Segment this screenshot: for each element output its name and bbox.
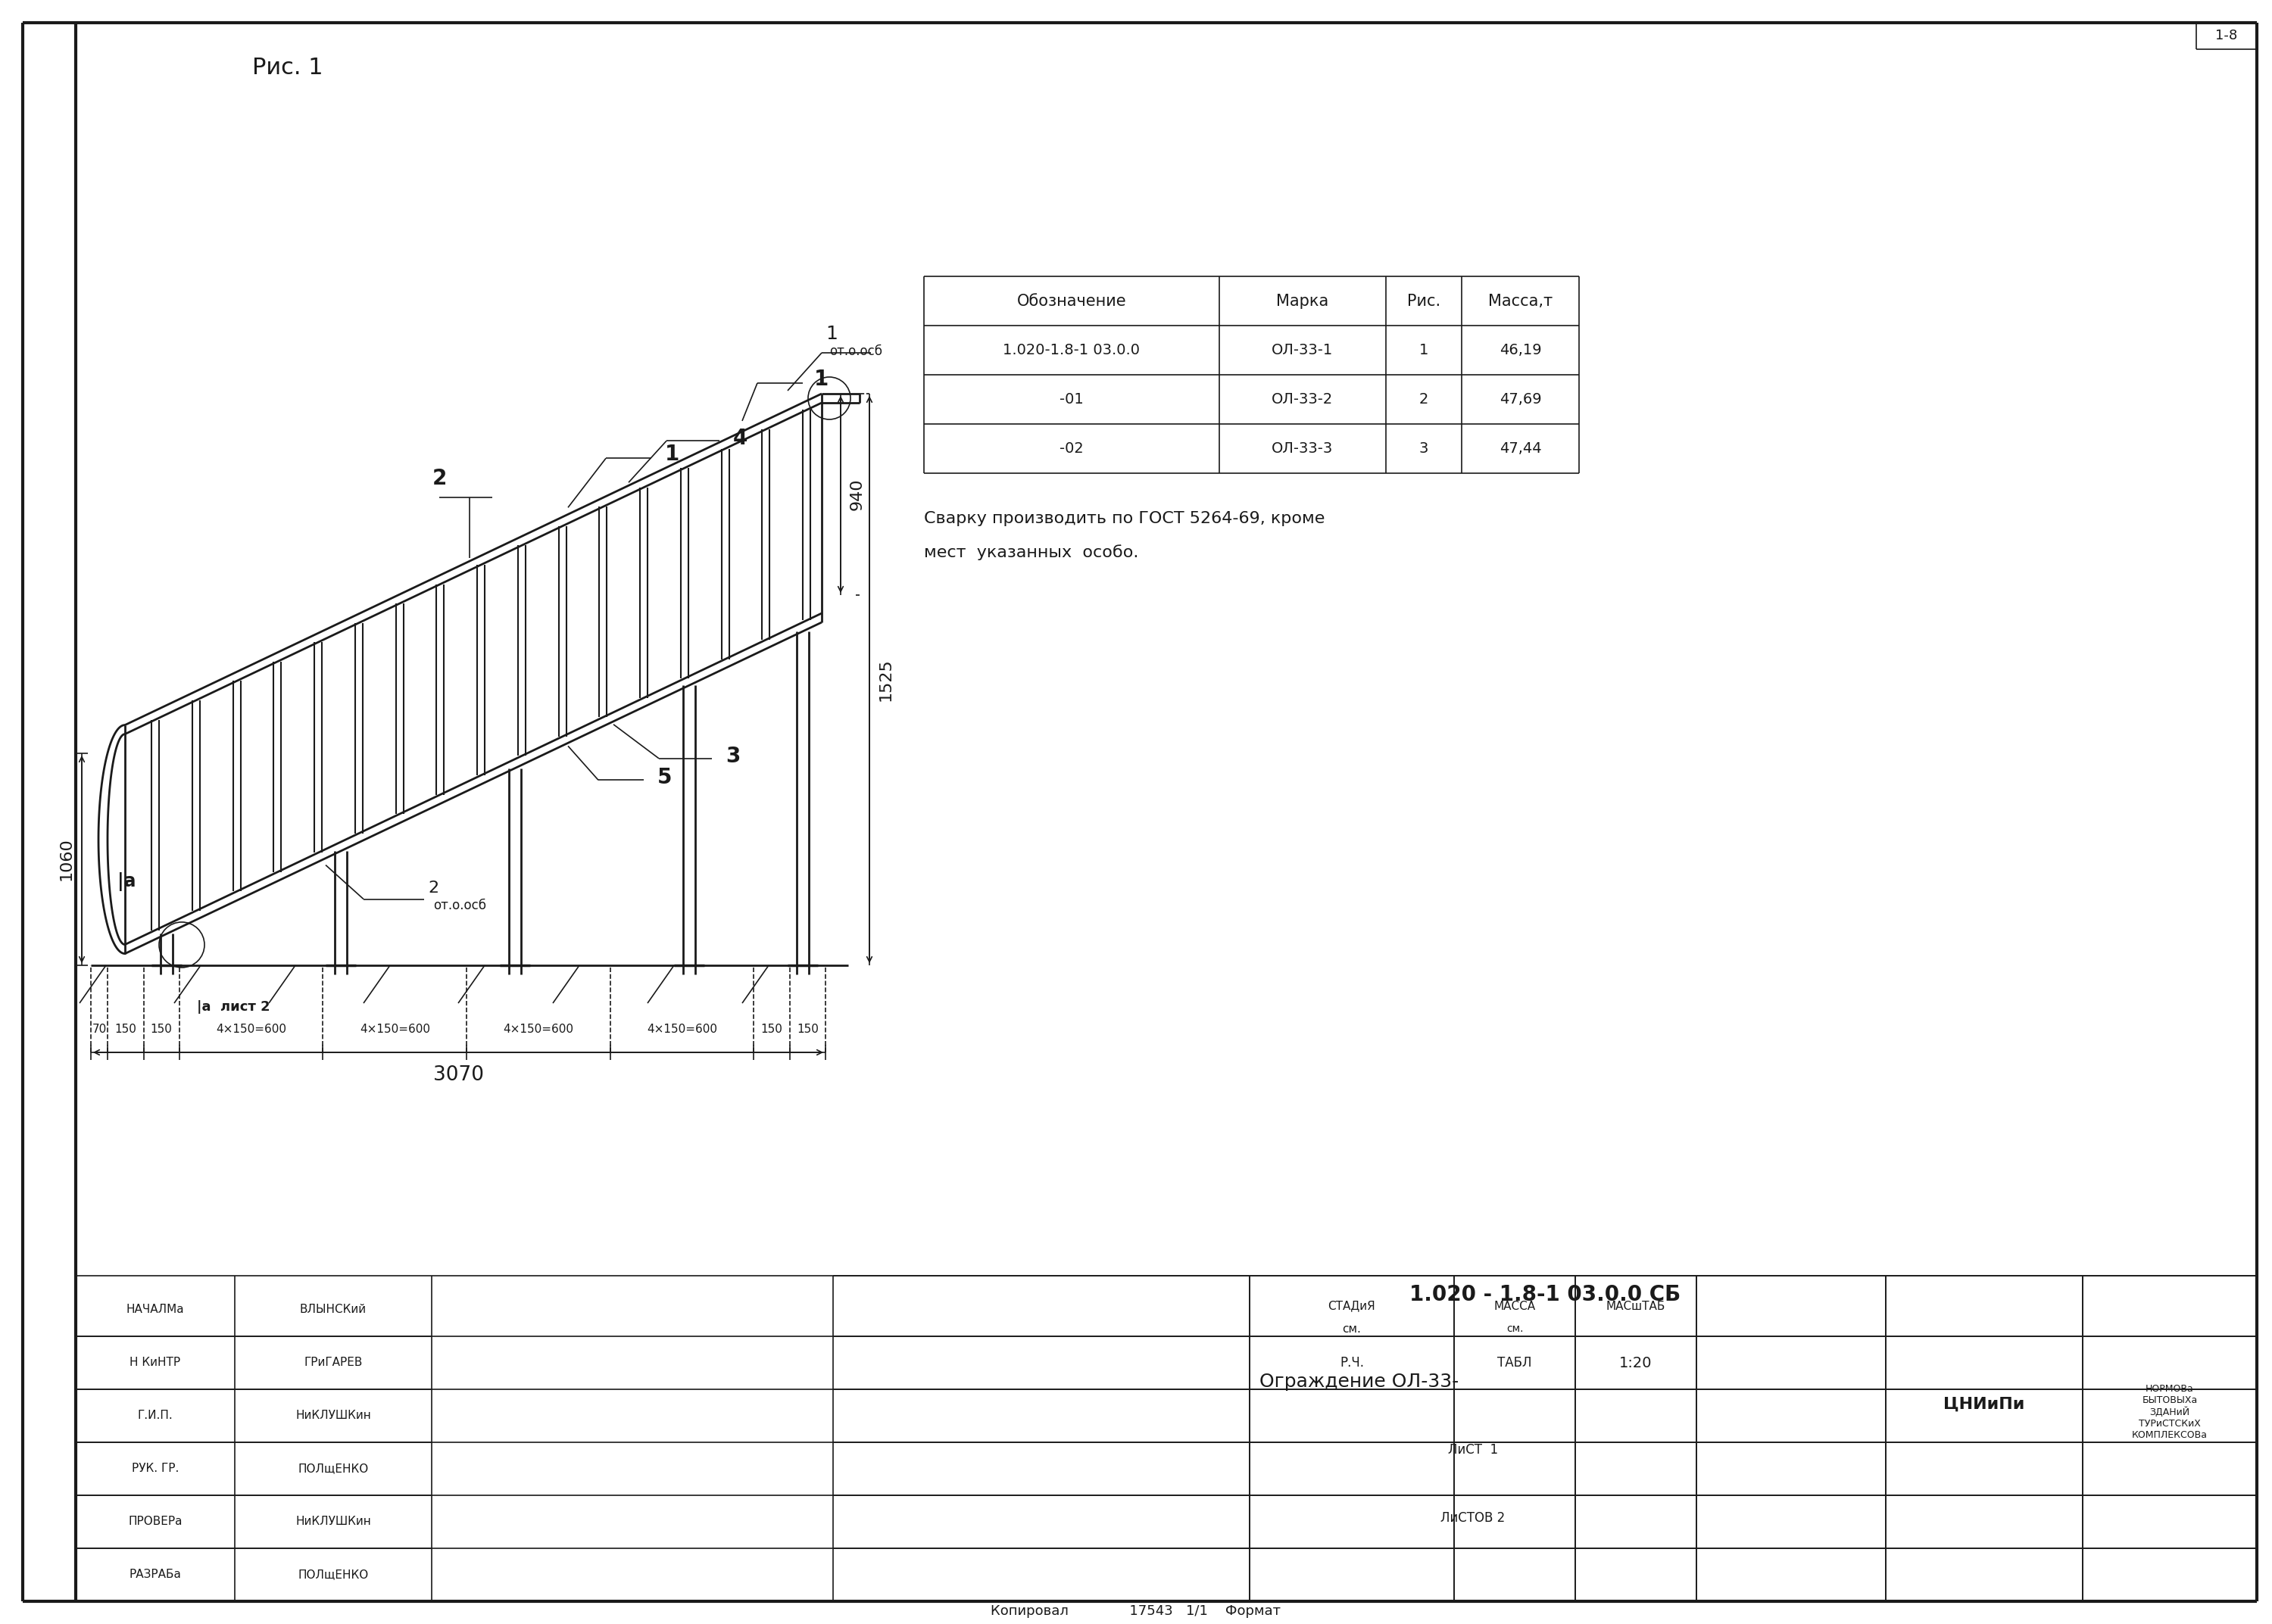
Text: Сварку производить по ГОСТ 5264-69, кроме: Сварку производить по ГОСТ 5264-69, кром… [925,512,1325,526]
Text: 3: 3 [725,745,741,767]
Text: ОЛ-33-3: ОЛ-33-3 [1272,442,1334,456]
Text: 3070: 3070 [432,1065,484,1085]
Text: ЛиСТОВ 2: ЛиСТОВ 2 [1440,1512,1506,1525]
Text: 47,69: 47,69 [1500,391,1540,406]
Text: Р.Ч.: Р.Ч. [1340,1356,1363,1369]
Text: Г.И.П.: Г.И.П. [139,1410,173,1421]
Text: 150: 150 [761,1025,782,1036]
Text: от.о.осб: от.о.осб [829,344,882,359]
Text: 1060: 1060 [59,838,75,880]
Text: НиКЛУШКин: НиКЛУШКин [295,1410,370,1421]
Text: Ограждение ОЛ-33-: Ограждение ОЛ-33- [1259,1372,1459,1390]
Text: МАСшТАБ: МАСшТАБ [1606,1301,1665,1312]
Text: мест  указанных  особо.: мест указанных особо. [925,544,1138,560]
Text: Марка: Марка [1277,294,1329,309]
Text: 1: 1 [1420,343,1429,357]
Text: 4×150=600: 4×150=600 [216,1025,286,1036]
Text: 4: 4 [734,429,747,450]
Text: 150: 150 [150,1025,173,1036]
Text: 70: 70 [91,1025,107,1036]
Text: Рис. 1: Рис. 1 [252,57,323,80]
Text: 46,19: 46,19 [1500,343,1540,357]
Text: 1525: 1525 [879,658,893,702]
Text: см.: см. [1343,1324,1361,1335]
Text: Обозначение: Обозначение [1018,294,1127,309]
Text: 1.020-1.8-1 03.0.0: 1.020-1.8-1 03.0.0 [1004,343,1141,357]
Text: 2: 2 [427,880,438,895]
Text: 3: 3 [1420,442,1429,456]
Text: 940: 940 [850,479,866,510]
Text: ЛиСТ  1: ЛиСТ 1 [1447,1444,1497,1457]
Text: 1: 1 [825,325,838,343]
Text: 150: 150 [114,1025,136,1036]
Text: ВЛЫНСКий: ВЛЫНСКий [300,1304,366,1315]
Text: 1: 1 [666,443,679,464]
Text: Масса,т: Масса,т [1488,294,1552,309]
Text: см.: см. [1506,1324,1522,1333]
Text: ТАБЛ: ТАБЛ [1497,1356,1531,1369]
Text: 2: 2 [1420,391,1429,406]
Text: Н КиНТР: Н КиНТР [130,1358,182,1369]
Text: ОЛ-33-1: ОЛ-33-1 [1272,343,1334,357]
Text: -02: -02 [1059,442,1084,456]
Text: 1.020 - 1.8-1 03.0.0 СБ: 1.020 - 1.8-1 03.0.0 СБ [1409,1285,1681,1306]
Text: 2: 2 [432,468,448,489]
Text: от.о.осб: от.о.осб [434,898,486,913]
Text: НиКЛУШКин: НиКЛУШКин [295,1517,370,1528]
Text: ГРиГАРЕВ: ГРиГАРЕВ [304,1358,364,1369]
Text: 1-8: 1-8 [2215,29,2238,42]
Text: Рис.: Рис. [1406,294,1440,309]
Text: 150: 150 [797,1025,818,1036]
Text: 1: 1 [813,369,829,390]
Text: НОРМОВа
БЫТОВЫХа
ЗДАНиЙ
ТУРиСТСКиХ
КОМПЛЕКСОВа: НОРМОВа БЫТОВЫХа ЗДАНиЙ ТУРиСТСКиХ КОМПЛ… [2131,1384,2208,1440]
Text: 4×150=600: 4×150=600 [359,1025,429,1036]
Text: |а: |а [118,872,136,892]
Text: СТАДиЯ: СТАДиЯ [1329,1301,1375,1312]
Text: 4×150=600: 4×150=600 [648,1025,718,1036]
Text: 1:20: 1:20 [1620,1356,1652,1371]
Text: 5: 5 [657,767,673,788]
Text: ПРОВЕРа: ПРОВЕРа [127,1517,182,1528]
Text: РАЗРАБа: РАЗРАБа [130,1569,182,1580]
Text: НАЧАЛМа: НАЧАЛМа [127,1304,184,1315]
Text: ЦНИиПи: ЦНИиПи [1943,1397,2024,1411]
Text: ПОЛщЕНКО: ПОЛщЕНКО [298,1463,368,1475]
Text: ПОЛщЕНКО: ПОЛщЕНКО [298,1569,368,1580]
Text: РУК. ГР.: РУК. ГР. [132,1463,179,1475]
Text: 47,44: 47,44 [1500,442,1540,456]
Text: 4×150=600: 4×150=600 [502,1025,573,1036]
Text: |а  лист 2: |а лист 2 [198,1000,270,1013]
Text: Копировал              17543   1/1    Формат: Копировал 17543 1/1 Формат [991,1605,1281,1618]
Text: МАССА: МАССА [1493,1301,1536,1312]
Text: ОЛ-33-2: ОЛ-33-2 [1272,391,1334,406]
Text: -01: -01 [1059,391,1084,406]
